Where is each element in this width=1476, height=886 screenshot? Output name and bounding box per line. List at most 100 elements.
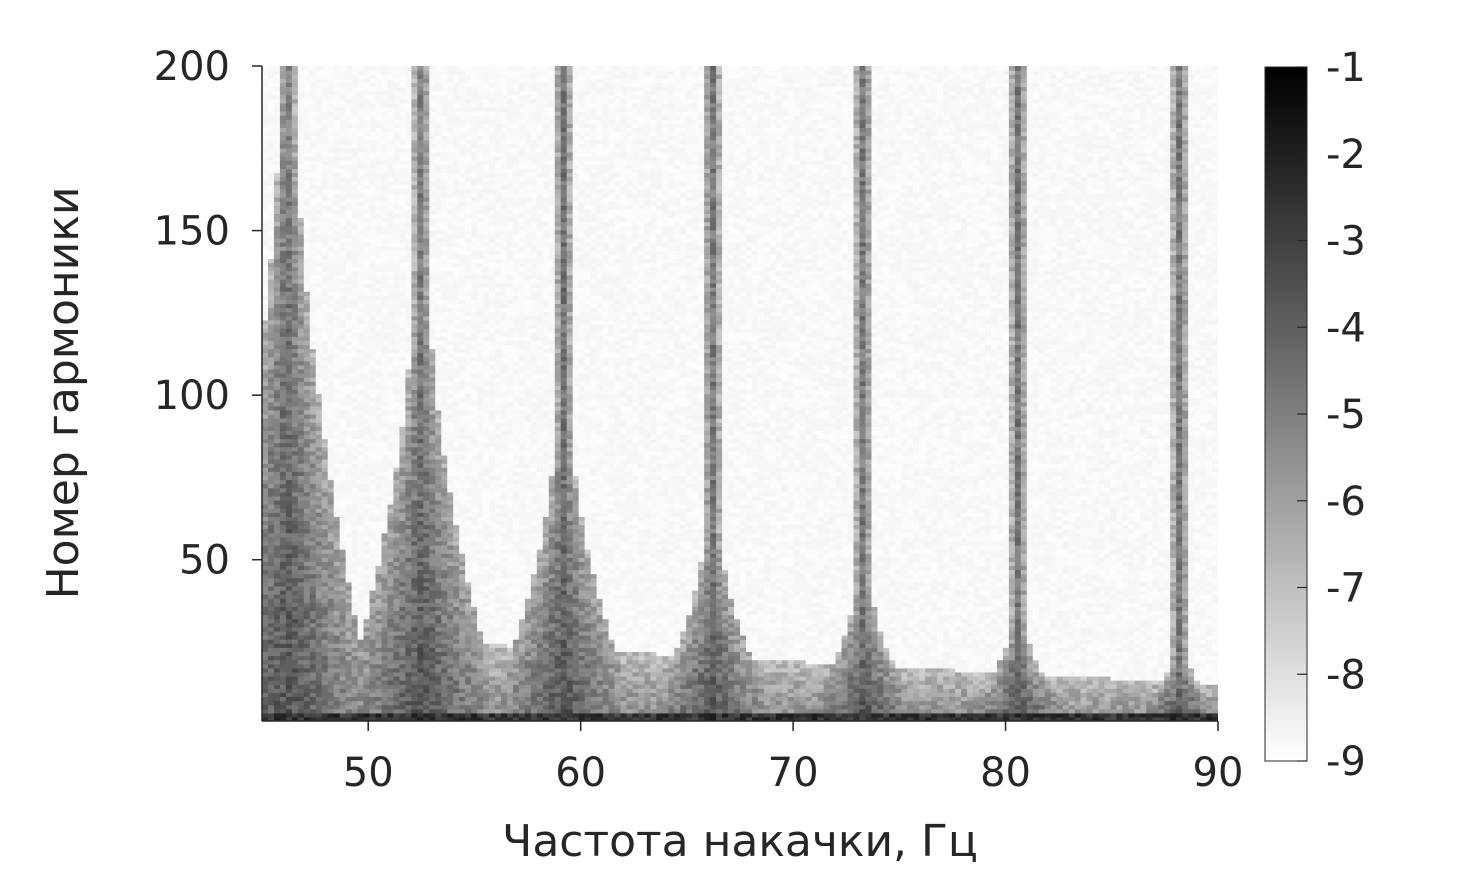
heatmap-cell	[447, 700, 454, 706]
heatmap-cell	[411, 471, 418, 476]
heatmap-cell	[333, 86, 341, 92]
heatmap-cell	[393, 74, 401, 79]
heatmap-cell	[393, 389, 401, 395]
heatmap-cell	[315, 680, 323, 685]
heatmap-cell	[441, 356, 448, 362]
heatmap-cell	[285, 295, 293, 300]
heatmap-cell	[273, 78, 281, 83]
heatmap-cell	[417, 303, 424, 309]
heatmap-cell	[262, 614, 269, 620]
heatmap-cell	[375, 213, 383, 219]
heatmap-cell	[333, 471, 341, 476]
heatmap-cell	[381, 192, 389, 198]
heatmap-cell	[357, 70, 365, 75]
heatmap-cell	[279, 336, 287, 341]
heatmap-cell	[333, 708, 341, 714]
heatmap-cell	[309, 508, 317, 513]
heatmap-cell	[405, 712, 412, 718]
heatmap-cell	[297, 553, 305, 558]
heatmap-cell	[315, 700, 323, 706]
heatmap-cell	[309, 217, 317, 223]
heatmap-cell	[297, 680, 305, 685]
heatmap-cell	[441, 463, 448, 468]
heatmap-cell	[351, 98, 359, 104]
heatmap-cell	[357, 610, 365, 616]
heatmap-cell	[393, 201, 401, 206]
heatmap-cell	[435, 471, 442, 476]
heatmap-cell	[339, 479, 347, 485]
heatmap-cell	[333, 413, 341, 419]
heatmap-cell	[381, 172, 389, 178]
heatmap-cell	[357, 442, 365, 448]
heatmap-cell	[351, 192, 359, 198]
heatmap-cell	[303, 499, 311, 505]
heatmap-cell	[363, 356, 371, 362]
heatmap-cell	[315, 675, 323, 681]
heatmap-cell	[393, 143, 401, 149]
heatmap-cell	[345, 512, 353, 517]
heatmap-cell	[417, 180, 424, 186]
heatmap-cell	[279, 446, 287, 452]
heatmap-cell	[375, 270, 383, 276]
heatmap-cell	[417, 348, 424, 354]
heatmap-cell	[429, 323, 436, 329]
heatmap-cell	[321, 242, 329, 247]
heatmap-cell	[423, 626, 430, 632]
heatmap-cell	[393, 377, 401, 382]
heatmap-cell	[279, 708, 287, 714]
heatmap-cell	[369, 385, 377, 390]
heatmap-cell	[345, 160, 353, 165]
heatmap-cell	[441, 295, 448, 300]
heatmap-cell	[375, 622, 383, 628]
heatmap-cell	[369, 479, 377, 485]
heatmap-cell	[279, 282, 287, 288]
heatmap-cell	[369, 688, 377, 693]
heatmap-cell	[315, 356, 323, 362]
heatmap-cell	[399, 512, 406, 517]
heatmap-cell	[345, 483, 353, 489]
heatmap-cell	[315, 323, 323, 329]
heatmap-cell	[405, 602, 412, 607]
heatmap-cell	[363, 647, 371, 652]
heatmap-cell	[417, 454, 424, 460]
heatmap-cell	[399, 156, 406, 161]
heatmap-cell	[399, 160, 406, 165]
heatmap-cell	[339, 610, 347, 616]
heatmap-cell	[435, 115, 442, 120]
heatmap-cell	[351, 180, 359, 186]
heatmap-cell	[417, 307, 424, 313]
heatmap-cell	[363, 573, 371, 579]
heatmap-cell	[262, 516, 269, 521]
heatmap-cell	[429, 409, 436, 415]
heatmap-cell	[405, 147, 412, 153]
heatmap-cell	[291, 532, 299, 538]
heatmap-cell	[267, 610, 275, 616]
heatmap-cell	[333, 233, 341, 239]
heatmap-cell	[279, 139, 287, 145]
heatmap-cell	[262, 454, 269, 460]
heatmap-cell	[357, 479, 365, 485]
heatmap-cell	[315, 581, 323, 587]
heatmap-cell	[321, 581, 329, 587]
heatmap-cell	[285, 684, 293, 689]
heatmap-cell	[339, 393, 347, 399]
heatmap-cell	[429, 536, 436, 542]
heatmap-cell	[273, 626, 281, 632]
heatmap-cell	[279, 131, 287, 137]
heatmap-cell	[327, 229, 335, 235]
heatmap-cell	[405, 303, 412, 309]
heatmap-cell	[429, 299, 436, 305]
heatmap-cell	[387, 508, 395, 513]
heatmap-cell	[429, 401, 436, 407]
heatmap-cell	[363, 614, 371, 620]
heatmap-cell	[357, 385, 365, 390]
heatmap-cell	[417, 430, 424, 436]
heatmap-cell	[267, 557, 275, 562]
heatmap-cell	[369, 647, 377, 652]
heatmap-cell	[351, 295, 359, 300]
heatmap-cell	[262, 66, 269, 71]
heatmap-cell	[423, 315, 430, 321]
heatmap-cell	[279, 201, 287, 206]
heatmap-cell	[345, 127, 353, 133]
heatmap-cell	[429, 278, 436, 284]
